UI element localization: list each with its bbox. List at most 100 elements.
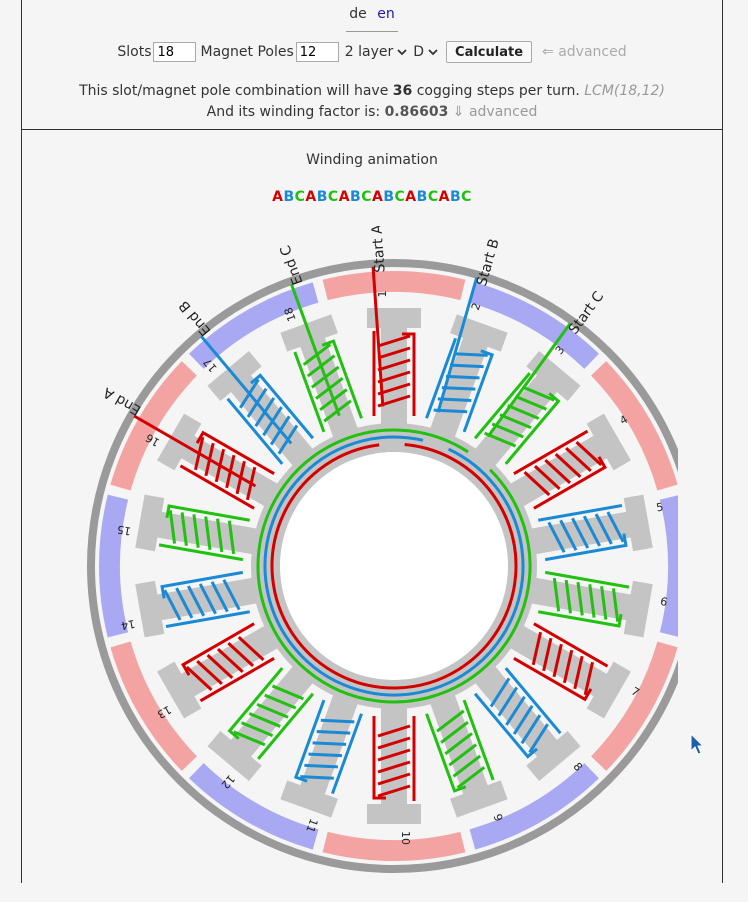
language-switch: de en bbox=[22, 6, 722, 32]
coil-turn bbox=[377, 784, 411, 798]
phase-letter: C bbox=[461, 189, 472, 205]
slot-number-label: 15 bbox=[116, 522, 132, 537]
slots-input[interactable] bbox=[153, 42, 197, 62]
coil-turn bbox=[571, 517, 590, 549]
tooth-shoe bbox=[623, 580, 653, 638]
coil-turn bbox=[600, 586, 608, 620]
phase-letter: A bbox=[338, 189, 351, 205]
coil-turn bbox=[583, 661, 594, 696]
slots-label: Slots bbox=[117, 44, 152, 60]
coil-turn bbox=[233, 730, 266, 747]
magnet-segment bbox=[591, 361, 678, 491]
tooth-shoe bbox=[526, 730, 581, 781]
coil-turn bbox=[264, 693, 297, 710]
advanced-toggle-link[interactable]: ⇐ advanced bbox=[542, 44, 627, 60]
coil-lead bbox=[160, 570, 244, 599]
coil-turn bbox=[499, 413, 532, 430]
connection-select[interactable]: D bbox=[413, 44, 438, 60]
coil-lead bbox=[504, 392, 561, 465]
coil-lead bbox=[462, 349, 495, 433]
phase-letter: B bbox=[283, 189, 295, 205]
coil-lead bbox=[179, 464, 255, 510]
coil-lead bbox=[402, 332, 416, 416]
coil-lead bbox=[227, 667, 284, 740]
winding-factor-info: And its winding factor is: 0.86603 ⇓ adv… bbox=[22, 104, 722, 120]
phase-letter: A bbox=[438, 189, 450, 205]
cogging-info: This slot/magnet pole combination will h… bbox=[22, 83, 722, 99]
coil-lead bbox=[425, 713, 467, 793]
lcm-value: LCM(18,12) bbox=[584, 83, 665, 99]
slot-number-label: 9 bbox=[491, 812, 506, 823]
coil-lead bbox=[372, 716, 386, 800]
coil-turn bbox=[206, 654, 234, 679]
calculate-button[interactable]: Calculate bbox=[446, 41, 533, 63]
coil-lead bbox=[473, 372, 531, 440]
stator-tooth bbox=[470, 366, 565, 471]
slot-number-label: 14 bbox=[120, 617, 136, 632]
coil-turn bbox=[216, 648, 244, 673]
coil-lead bbox=[537, 610, 623, 628]
tooth-shoe bbox=[623, 494, 653, 552]
animation-title: Winding animation bbox=[306, 152, 438, 168]
phase-letter: A bbox=[305, 189, 317, 205]
coil-turn bbox=[377, 760, 411, 774]
coil-turn bbox=[582, 515, 601, 547]
coil-lead bbox=[473, 692, 538, 759]
terminal-lead-end-b bbox=[200, 335, 293, 445]
cogging-prefix: This slot/magnet pole combination will h… bbox=[79, 83, 389, 99]
coil-turn bbox=[445, 374, 480, 380]
magnet-poles-input[interactable] bbox=[295, 42, 339, 62]
coil-turn bbox=[448, 743, 477, 767]
slot-number-label: 6 bbox=[659, 595, 668, 609]
coil-turn bbox=[241, 721, 274, 738]
lang-en-link[interactable]: en bbox=[377, 6, 395, 22]
coil-turn bbox=[377, 370, 411, 384]
coil-turn bbox=[565, 447, 592, 472]
tooth-shoe bbox=[586, 661, 631, 719]
terminal-label: End C bbox=[277, 243, 306, 287]
coil-turn bbox=[441, 386, 476, 391]
coil-lead bbox=[533, 622, 609, 668]
coil-lead bbox=[165, 610, 251, 628]
coil-turn bbox=[222, 579, 241, 611]
coil-turn bbox=[533, 465, 561, 490]
terminal-label: End A bbox=[100, 384, 144, 418]
layer-select[interactable]: 2 layer bbox=[345, 44, 407, 60]
terminal-lead-end-a bbox=[133, 414, 257, 488]
coil-turn bbox=[248, 712, 281, 728]
coil-lead bbox=[181, 622, 255, 676]
coil-turn bbox=[300, 775, 334, 780]
coil-turn bbox=[312, 741, 347, 746]
tooth-shoe bbox=[450, 780, 508, 818]
magnet-segment bbox=[322, 831, 466, 861]
coil-turn bbox=[198, 583, 217, 615]
coil-turn bbox=[594, 513, 613, 545]
coil-turn bbox=[227, 520, 236, 555]
coil-turn bbox=[606, 511, 625, 543]
winding-advanced-link[interactable]: ⇓ advanced bbox=[452, 104, 538, 120]
phase-letter: B bbox=[316, 189, 328, 205]
slot-number-label: 2 bbox=[469, 301, 484, 312]
coil-turn bbox=[180, 512, 188, 546]
coil-lead bbox=[293, 351, 326, 433]
coil-turn bbox=[185, 666, 213, 691]
phase-letter: B bbox=[416, 189, 428, 205]
coil-lead bbox=[199, 657, 275, 703]
mouse-cursor-icon bbox=[690, 733, 705, 755]
coil-turn bbox=[547, 521, 566, 553]
lang-de-link[interactable]: de bbox=[349, 6, 367, 22]
stator-tooth bbox=[145, 509, 264, 556]
coil-turn bbox=[377, 772, 411, 786]
coil-turn bbox=[564, 579, 572, 614]
coil-turn bbox=[523, 471, 551, 496]
tooth-shoe bbox=[207, 730, 262, 781]
slot-number-label: 18 bbox=[282, 306, 299, 324]
tooth-shoe bbox=[586, 413, 631, 471]
coil-turn bbox=[507, 404, 540, 420]
coil-turn bbox=[454, 352, 488, 357]
phase-letter: A bbox=[405, 189, 417, 205]
slot-number-label: 11 bbox=[303, 817, 320, 835]
coil-turn bbox=[168, 510, 177, 544]
magnet-segment bbox=[659, 495, 678, 637]
coil-lead bbox=[537, 504, 623, 522]
